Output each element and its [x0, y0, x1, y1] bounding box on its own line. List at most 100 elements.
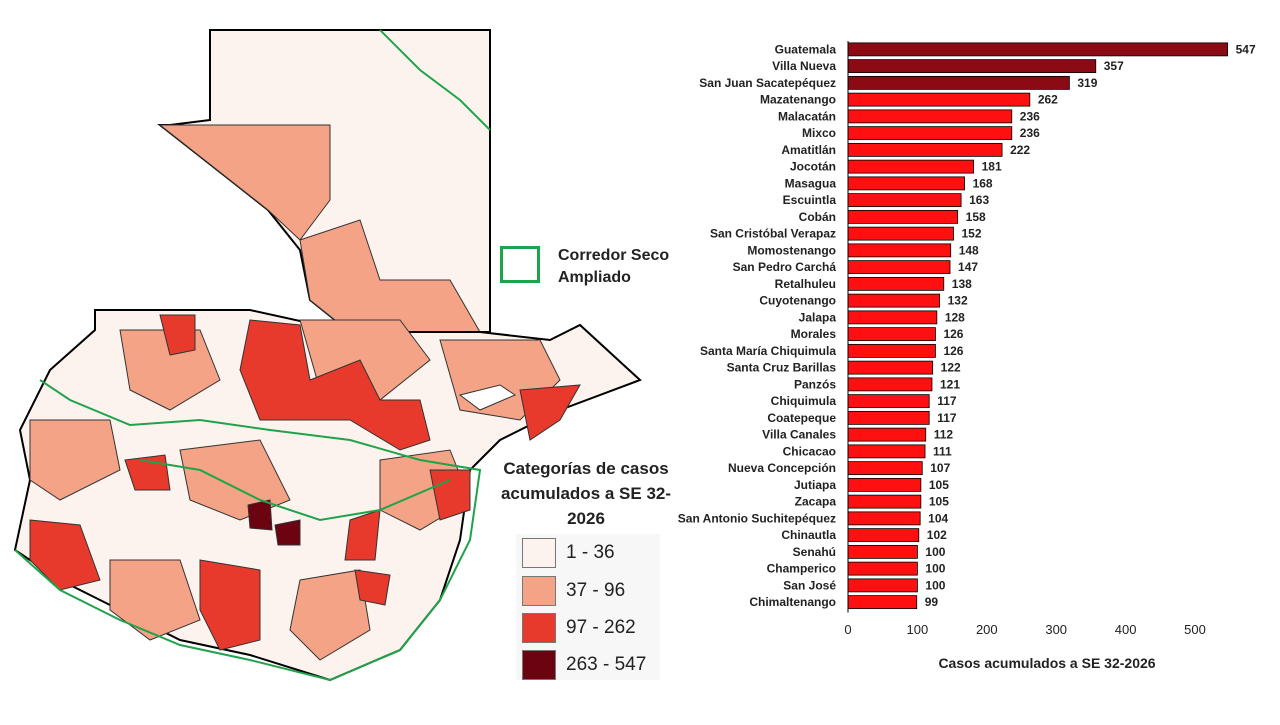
x-tick-label: 0 — [844, 622, 851, 637]
map-region-h8 — [429, 469, 471, 521]
bar — [847, 142, 1003, 157]
bar — [847, 293, 941, 308]
value-label: 357 — [1104, 59, 1124, 73]
map-panel: Corredor Seco Ampliado Categorías de cas… — [13, 29, 672, 682]
bar — [847, 226, 954, 241]
category-label: Mixco — [802, 126, 836, 140]
value-label: 111 — [933, 444, 952, 458]
bar — [847, 410, 930, 425]
category-label: Villa Nueva — [772, 59, 836, 73]
bar — [847, 561, 918, 576]
category-label: Momostenango — [747, 243, 836, 257]
value-label: 117 — [937, 394, 957, 408]
value-label: 99 — [925, 595, 939, 609]
corridor-legend-label: Corredor Seco Ampliado — [558, 247, 670, 286]
category-label: Retalhuleu — [775, 277, 836, 291]
value-label: 105 — [929, 478, 949, 492]
category-label: Morales — [791, 327, 837, 341]
map-region-h9 — [354, 569, 391, 606]
legend-title: Categorías de casos acumulados a SE 32-2… — [500, 459, 672, 528]
bar — [847, 243, 952, 258]
corridor-legend-box — [500, 246, 540, 283]
category-label: Panzós — [794, 377, 836, 391]
value-label: 100 — [925, 545, 945, 559]
category-label: Masagua — [785, 176, 837, 190]
legend-label-4: 263 - 547 — [566, 654, 647, 675]
bars-layer: Guatemala 547 Villa Nueva 357 San Juan Sacat… — [678, 42, 1256, 609]
value-label: 138 — [952, 277, 972, 291]
value-label: 222 — [1010, 143, 1030, 157]
map-region-h5 — [29, 519, 101, 591]
category-label: Amatitlán — [781, 143, 836, 157]
category-label: Villa Canales — [762, 428, 836, 442]
value-label: 163 — [969, 193, 989, 207]
bar — [847, 159, 975, 174]
bar — [847, 578, 918, 593]
value-label: 122 — [941, 361, 961, 375]
bar — [847, 394, 930, 409]
bar — [847, 310, 938, 325]
category-label: San José — [783, 578, 836, 592]
bar — [847, 461, 923, 476]
category-label: Jalapa — [799, 310, 837, 324]
bar — [847, 276, 945, 291]
bar — [847, 109, 1013, 124]
category-label: Nueva Concepción — [728, 461, 836, 475]
map-region-h2 — [239, 319, 431, 451]
category-label: San Cristóbal Verapaz — [710, 227, 836, 241]
category-label: Cobán — [799, 210, 836, 224]
value-label: 121 — [940, 377, 960, 391]
category-label: Guatemala — [775, 42, 837, 56]
value-label: 112 — [934, 428, 954, 442]
category-label: Zacapa — [795, 495, 837, 509]
value-label: 147 — [958, 260, 978, 274]
category-label: Chimaltenango — [749, 595, 836, 609]
map-region-h6 — [199, 559, 261, 651]
x-tick-label: 200 — [976, 622, 998, 637]
bar — [847, 92, 1031, 107]
value-label: 126 — [943, 344, 963, 358]
map-region-h3 — [519, 384, 581, 441]
value-label: 100 — [925, 562, 945, 576]
value-label: 152 — [961, 227, 981, 241]
category-label: San Pedro Carchá — [733, 260, 837, 274]
bar — [847, 42, 1229, 57]
value-label: 319 — [1077, 76, 1097, 90]
x-axis-title: Casos acumulados a SE 32-2026 — [938, 655, 1155, 671]
category-label: Mazatenango — [760, 93, 836, 107]
value-label: 117 — [937, 411, 957, 425]
category-label: Malacatán — [778, 109, 836, 123]
bar — [847, 427, 927, 442]
legend-swatch-2 — [522, 576, 556, 606]
value-label: 168 — [973, 176, 993, 190]
map-corridor-south — [14, 379, 482, 682]
map-region-m4 — [29, 419, 121, 501]
x-tick-label: 500 — [1184, 622, 1206, 637]
bar — [847, 511, 921, 526]
value-label: 181 — [982, 160, 1002, 174]
bar — [847, 193, 962, 208]
value-label: 158 — [966, 210, 986, 224]
legend-label-3: 97 - 262 — [566, 617, 636, 638]
bar — [847, 176, 965, 191]
category-label: Senahú — [793, 545, 836, 559]
map-region-h1 — [159, 314, 196, 356]
map-region-m7 — [109, 559, 201, 641]
category-label: Santa María Chiquimula — [700, 344, 836, 358]
category-label: Champerico — [767, 562, 836, 576]
map-region-peten-south — [299, 219, 481, 333]
value-label: 128 — [945, 310, 965, 324]
category-label: Santa Cruz Barillas — [727, 361, 837, 375]
category-label: San Antonio Suchitepéquez — [678, 511, 836, 525]
bar — [847, 494, 922, 509]
value-label: 105 — [929, 495, 949, 509]
bar — [847, 75, 1070, 90]
legend-swatch-3 — [522, 613, 556, 643]
bar — [847, 343, 936, 358]
map-corridor-inner — [139, 459, 451, 522]
legend-label-2: 37 - 96 — [566, 580, 626, 601]
bar — [847, 327, 936, 342]
bar — [847, 126, 1013, 141]
